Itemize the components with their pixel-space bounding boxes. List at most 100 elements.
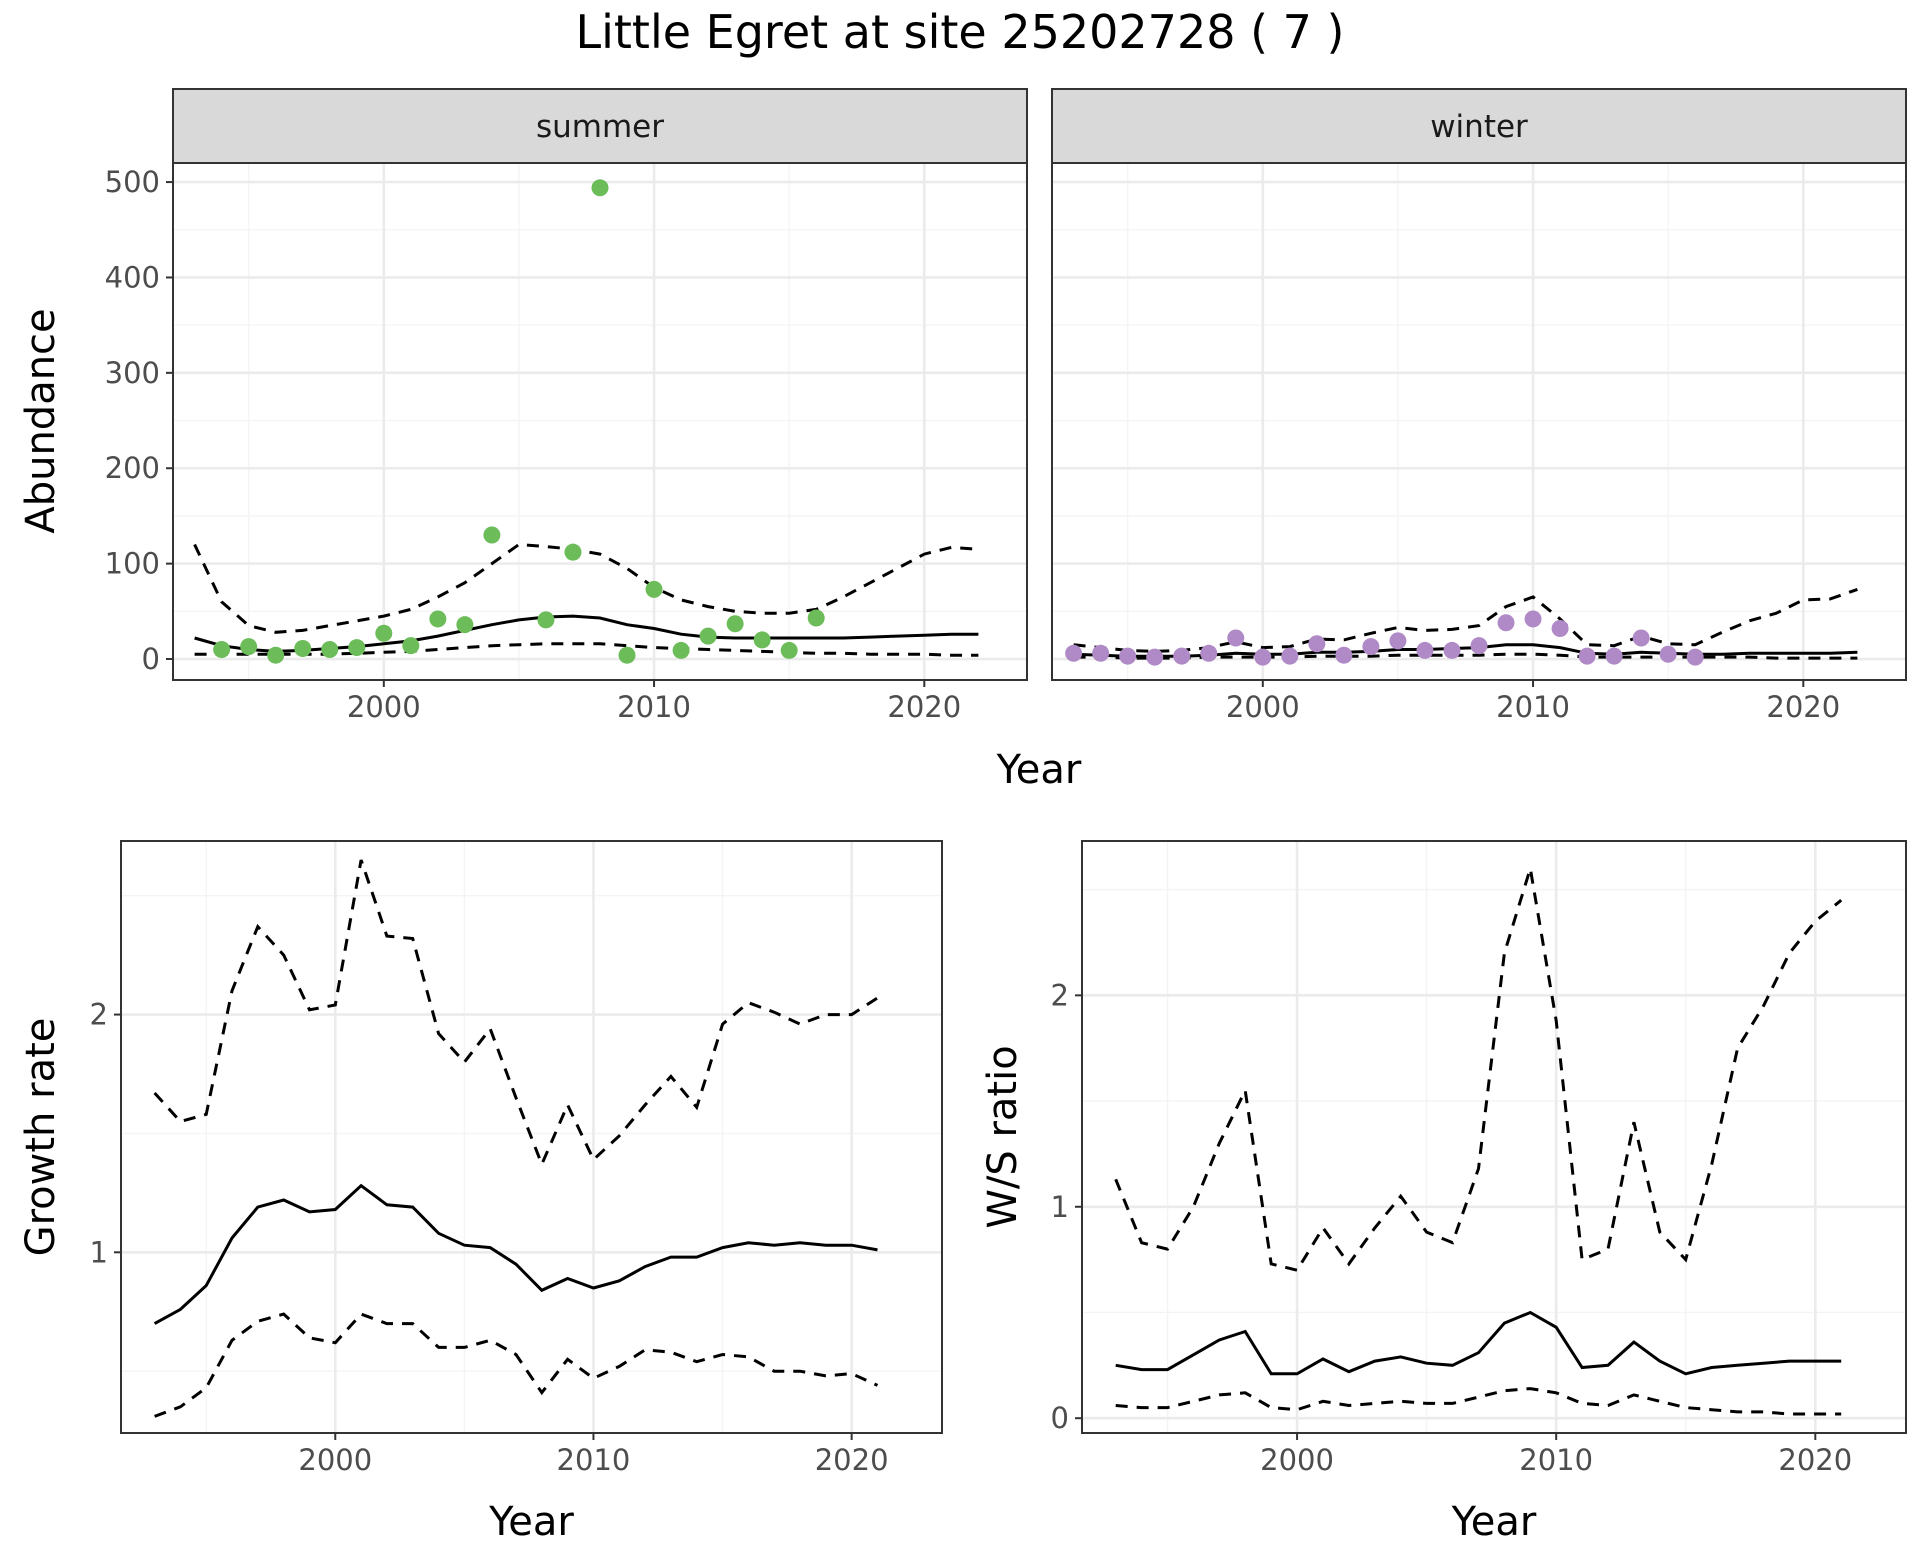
abundance-panel: summer 2000 2010 2020 0 100 200 300 400 500 winter… [18,88,1907,793]
data-point [1281,647,1299,665]
data-point [1119,647,1137,665]
estimate-line [153,1183,878,1325]
data-point [213,640,231,658]
panel-border [120,840,943,1434]
upper-ci-line [193,542,979,634]
data-point [375,624,393,642]
lower-ci-line [154,1312,879,1418]
panel-background [173,163,1027,680]
data-point [1065,644,1083,662]
data-point [1416,641,1434,659]
x-tick-label: 2020 [1766,690,1840,724]
data-point [240,638,258,656]
x-tick-label: 2010 [617,690,691,724]
x-tick-label: 2000 [1226,690,1300,724]
data-point [780,641,798,659]
x-tick-label: 2000 [298,1443,372,1477]
growth-panel: 2000 2010 2020 1 2 Year Growth rate [18,840,943,1545]
chart-title: Little Egret at site 25202728 ( 7 ) [575,5,1344,59]
data-point [1551,619,1569,637]
data-point [1659,645,1677,663]
data-point [456,616,474,634]
y-tick-label: 0 [1051,1401,1069,1435]
y-axis-title: Abundance [18,308,64,533]
plot-panels: summer 2000 2010 2020 0 100 200 300 400 500 winter… [18,88,1907,1545]
data-point [537,611,555,629]
data-point [1308,635,1326,653]
data-point [1686,648,1704,666]
facet-label: winter [1430,109,1528,145]
data-point [1443,641,1461,659]
data-point [807,609,825,627]
y-tick-label: 1 [1051,1190,1069,1224]
data-point [645,580,663,598]
y-tick-label: 2 [90,998,108,1032]
y-tick-label: 500 [105,165,160,199]
data-point [1227,629,1245,647]
data-point [1173,647,1191,665]
data-point [1632,629,1650,647]
estimate-line [1115,1310,1842,1376]
y-tick-label: 0 [142,642,160,676]
x-tick-label: 2020 [1778,1443,1852,1477]
data-point [1362,638,1380,656]
data-point [294,640,312,658]
facet-label: summer [536,109,664,145]
data-point [483,526,501,544]
x-tick-label: 2010 [1496,690,1570,724]
panel-border [172,162,1028,681]
x-tick-label: 2020 [815,1443,889,1477]
data-point [1389,632,1407,650]
data-point [1335,646,1353,664]
data-point [591,179,609,197]
data-point [1254,648,1272,666]
x-axis-title: Year [1451,1499,1537,1545]
x-axis-title: Year [488,1499,574,1545]
panel-background [1052,163,1906,680]
data-point [618,646,636,664]
lower-ci-line [1115,1387,1842,1416]
data-point [1605,647,1623,665]
x-tick-label: 2000 [1260,1443,1334,1477]
data-point [321,640,339,658]
x-tick-label: 2020 [887,690,961,724]
x-axis-title: Year [996,747,1082,793]
facet-winter: winter 2000 2010 2020 [1051,88,1907,724]
data-point [1497,614,1515,632]
ratio-panel: 2000 2010 2020 0 1 2 Year W/S ratio [980,840,1907,1545]
data-point [1146,648,1164,666]
data-point [1470,637,1488,655]
upper-ci-line [153,859,879,1169]
data-point [1092,644,1110,662]
facet-summer: summer 2000 2010 2020 0 100 200 300 400 500 [105,88,1028,724]
y-axis-title: Growth rate [18,1018,64,1257]
data-point [753,631,771,649]
facet-strip [172,88,1028,164]
data-point [699,627,717,645]
data-point [267,646,285,664]
facet-strip [1051,88,1907,164]
x-tick-label: 2010 [1519,1443,1593,1477]
data-point [1578,647,1596,665]
y-tick-label: 100 [105,547,160,581]
data-point [564,543,582,561]
y-tick-label: 200 [105,451,160,485]
y-axis-title: W/S ratio [980,1045,1026,1228]
panel-border [1051,162,1907,681]
y-tick-label: 2 [1051,978,1069,1012]
data-point [672,641,690,659]
y-tick-label: 300 [105,356,160,390]
data-point [429,610,447,628]
x-tick-label: 2000 [347,690,421,724]
data-point [402,637,420,655]
y-tick-label: 400 [105,260,160,294]
data-point [726,615,744,633]
x-tick-label: 2010 [557,1443,631,1477]
data-point [1524,610,1542,628]
upper-ci-line [1114,868,1843,1272]
data-point [348,639,366,657]
data-point [1200,644,1218,662]
panel-border [1081,840,1907,1434]
y-tick-label: 1 [90,1235,108,1269]
